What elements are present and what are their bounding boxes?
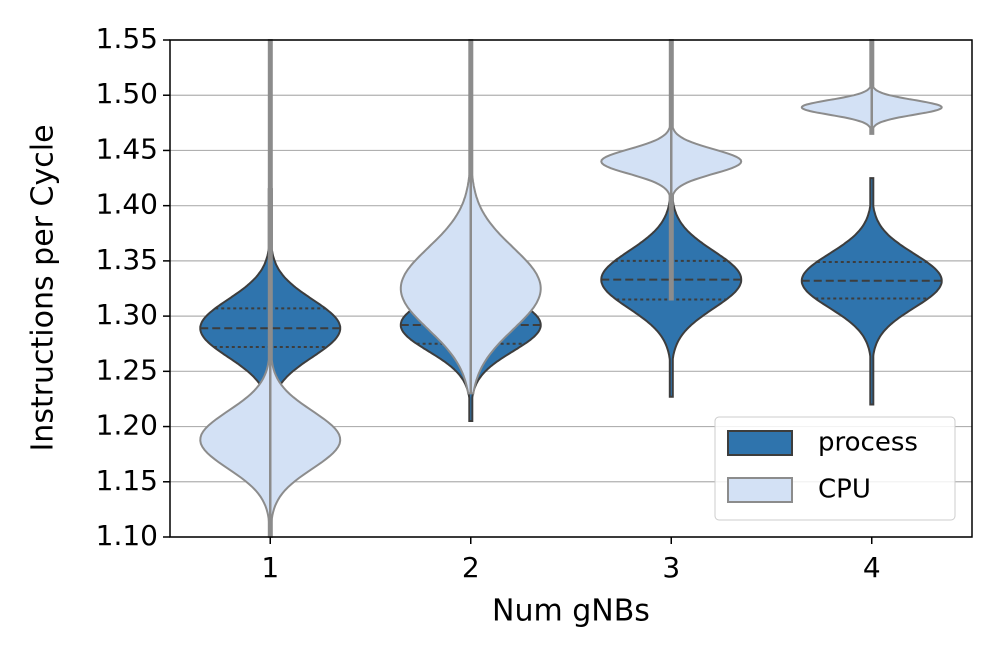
axes-frame — [169, 39, 973, 538]
y-tick-label: 1.25 — [96, 353, 158, 386]
violin — [800, 177, 943, 406]
y-tick-label: 1.40 — [96, 188, 158, 221]
x-tick-label: 3 — [662, 551, 680, 584]
plot-area — [170, 39, 972, 538]
x-tick-label: 1 — [261, 551, 279, 584]
legend-label: CPU — [818, 475, 871, 505]
y-tick-label: 1.55 — [96, 22, 158, 55]
y-tick-label: 1.30 — [96, 298, 158, 331]
legend-label: process — [818, 428, 918, 458]
y-tick-label: 1.10 — [96, 519, 158, 552]
x-tick-label: 2 — [462, 551, 480, 584]
y-tick-label: 1.15 — [96, 464, 158, 497]
x-tick-label: 4 — [863, 551, 881, 584]
legend-swatch — [727, 430, 793, 456]
legend-swatch — [727, 477, 793, 503]
y-axis-label: Instructions per Cycle — [26, 124, 61, 451]
x-axis-label: Num gNBs — [492, 594, 650, 629]
y-tick-label: 1.45 — [96, 132, 158, 165]
y-tick-label: 1.35 — [96, 243, 158, 276]
y-tick-label: 1.20 — [96, 409, 158, 442]
y-tick-label: 1.50 — [96, 77, 158, 110]
